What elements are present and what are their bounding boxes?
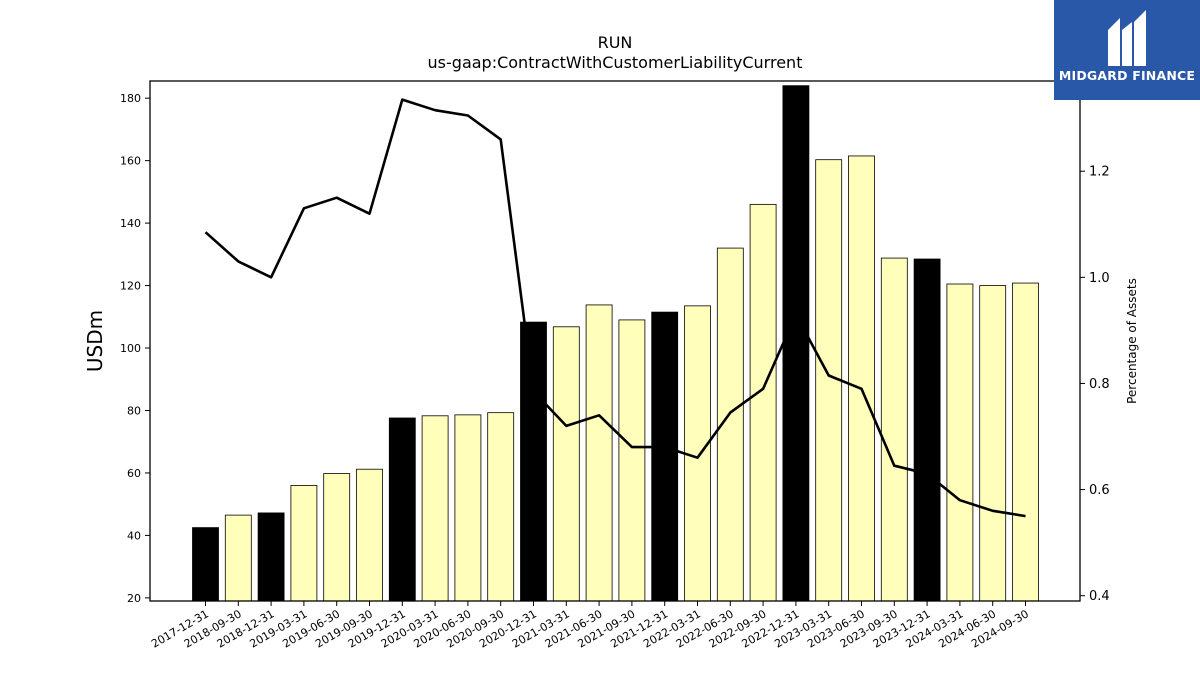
y-axis-label: USDm [83,310,107,372]
y-tick-label: 60 [127,467,141,480]
bar-2021-06-30 [585,304,613,602]
bar-2019-06-30 [323,473,351,602]
y-tick-label: 160 [120,155,141,168]
bar-2023-09-30 [880,257,908,602]
logo-mark-icon [1108,10,1146,66]
plot-frame [149,80,1081,602]
chart-subtitle: us-gaap:ContractWithCustomerLiabilityCur… [427,53,803,72]
x-axis: 2017-12-312018-09-302018-12-312019-03-31… [149,601,1031,651]
right-axis: 0.4 0.6 0.8 1.0 1.2 [1080,165,1110,604]
bar-2022-09-30 [749,203,777,602]
bar-2024-09-30 [1012,282,1039,602]
bar-2022-12-31 [782,85,810,602]
y2-tick-label: 0.6 [1089,483,1110,498]
bar-2018-09-30 [224,514,252,602]
y-tick-label: 140 [120,217,141,230]
left-axis: 20 40 60 80 100 120 140 160 180 [120,92,150,605]
midgard-finance-logo: MIDGARD FINANCE [1054,0,1200,100]
y-tick-label: 20 [127,592,141,605]
y-tick-label: 80 [127,404,141,417]
percentage-of-assets-line [204,98,1026,518]
bar-2023-12-31 [913,258,941,602]
bar-2021-03-31 [552,326,580,602]
chart-title: RUN [597,33,633,52]
bar-2019-03-31 [290,485,318,602]
bar-2017-12-31 [192,527,219,602]
plot-area [192,85,1039,602]
bar-2020-12-31 [520,321,547,602]
y-tick-label: 180 [120,92,141,105]
bar-2021-12-31 [651,311,679,602]
bar-2023-06-30 [848,155,875,602]
logo-text: MIDGARD FINANCE [1058,68,1196,83]
bar-2021-09-30 [618,319,646,602]
y2-tick-label: 0.8 [1089,377,1110,392]
bar-2018-12-31 [257,512,285,602]
bar-2024-03-31 [946,283,974,602]
bar-2024-06-30 [979,285,1007,602]
bar-2019-09-30 [356,468,383,602]
y2-tick-label: 1.2 [1089,165,1110,180]
bar-2019-12-31 [388,417,416,602]
bar-2020-09-30 [487,412,515,602]
y2-tick-label: 0.4 [1089,589,1110,604]
bar-2020-03-31 [421,415,449,602]
y2-tick-label: 1.0 [1089,271,1110,286]
bar-2020-06-30 [454,414,482,602]
y-tick-label: 120 [120,280,141,293]
y2-axis-label: Percentage of Assets [1125,278,1139,404]
y-tick-label: 100 [120,342,141,355]
bar-2022-03-31 [684,305,711,602]
y-tick-label: 40 [127,529,141,542]
